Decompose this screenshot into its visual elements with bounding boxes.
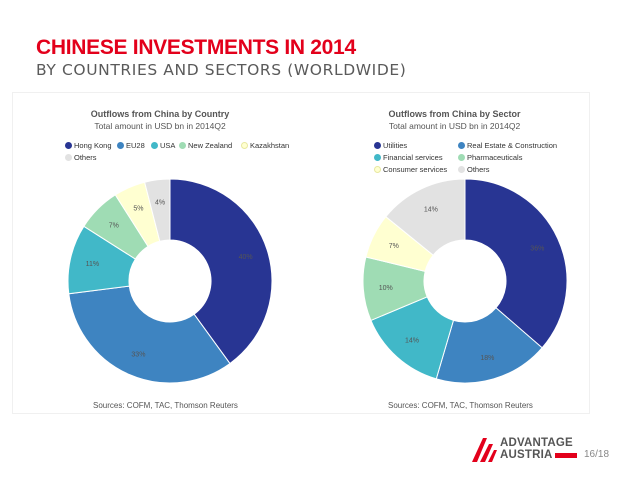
legend-item: New Zealand [179, 141, 232, 150]
country-donut-chart: 40% 33% 11% 7% 5% 4% [67, 178, 273, 384]
data-label: 18% [480, 355, 494, 362]
legend-swatch [374, 166, 381, 173]
legend-swatch [458, 166, 465, 173]
legend-label: USA [160, 141, 176, 150]
page-number: 16/18 [584, 449, 610, 460]
legend-label: Kazakhstan [250, 141, 290, 150]
legend-label: Others [74, 153, 97, 162]
legend-label: New Zealand [188, 141, 233, 150]
data-label: 36% [530, 245, 544, 252]
data-label: 7% [389, 243, 399, 250]
sector-donut-chart: 36% 18% 14% 10% 7% 14% [362, 178, 568, 384]
data-label: 10% [379, 285, 393, 292]
legend-label: Others [467, 165, 490, 174]
legend-item: EU28 [117, 141, 145, 150]
data-label: 33% [131, 351, 145, 358]
legend-label: EU28 [126, 141, 145, 150]
legend-item: Kazakhstan [241, 141, 289, 150]
data-label: 7% [109, 222, 119, 229]
legend-item: Others [65, 153, 97, 162]
legend-item: Financial services [374, 153, 443, 162]
slide-title: CHINESE INVESTMENTS IN 2014 [36, 36, 356, 59]
data-label: 14% [405, 338, 419, 345]
sector-chart-panel: Outflows from China by Sector Total amou… [322, 92, 590, 414]
logo-text-top: ADVANTAGE [500, 437, 573, 449]
legend-item: Others [458, 165, 490, 174]
legend-swatch [241, 142, 248, 149]
data-label: 40% [239, 254, 253, 261]
logo-text-bottom: AUSTRIA [500, 449, 553, 461]
legend-item: Real Estate & Construction [458, 141, 557, 150]
advantage-austria-logo: ADVANTAGE AUSTRIA [470, 436, 580, 464]
country-chart-panel: Outflows from China by Country Total amo… [12, 92, 324, 414]
legend-swatch [65, 154, 72, 161]
legend-label: Real Estate & Construction [467, 141, 558, 150]
legend-swatch [151, 142, 158, 149]
legend-item: Pharmaceuticals [458, 153, 522, 162]
donut-hole [424, 240, 506, 322]
chart-source: Sources: COFM, TAC, Thomson Reuters [388, 401, 533, 410]
legend-swatch [179, 142, 186, 149]
legend-swatch [374, 154, 381, 161]
legend-item: USA [151, 141, 175, 150]
legend-swatch [374, 142, 381, 149]
legend-label: Hong Kong [74, 141, 112, 150]
logo-flag-bar [555, 453, 577, 458]
chart-title: Outflows from China by Country [90, 109, 230, 119]
legend-item: Consumer services [374, 165, 447, 174]
slide-subtitle: BY COUNTRIES AND SECTORS (WORLDWIDE) [36, 61, 407, 79]
legend-item: Utilities [374, 141, 407, 150]
data-label: 4% [155, 200, 165, 207]
legend-swatch [65, 142, 72, 149]
legend-item: Hong Kong [65, 141, 112, 150]
legend-label: Consumer services [383, 165, 448, 174]
chart-title: Outflows from China by Sector [388, 109, 521, 119]
donut-slice-eu28 [68, 285, 231, 384]
chart-source: Sources: COFM, TAC, Thomson Reuters [93, 401, 238, 410]
donut-slice-others [385, 178, 466, 256]
legend-swatch [117, 142, 124, 149]
legend-label: Utilities [383, 141, 408, 150]
chart-subtitle: Total amount in USD bn in 2014Q2 [388, 121, 521, 131]
legend-swatch [458, 154, 465, 161]
logo-mark-icon [472, 438, 497, 462]
legend-label: Financial services [383, 153, 443, 162]
data-label: 11% [86, 261, 100, 268]
data-label: 14% [424, 207, 438, 214]
chart-subtitle: Total amount in USD bn in 2014Q2 [94, 121, 226, 131]
data-label: 5% [133, 206, 143, 213]
donut-hole [129, 240, 211, 322]
legend-label: Pharmaceuticals [467, 153, 523, 162]
legend-swatch [458, 142, 465, 149]
